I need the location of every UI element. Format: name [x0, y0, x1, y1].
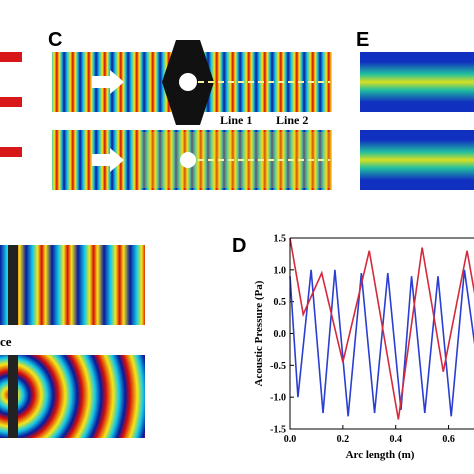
y-tick-label: -1.5: [270, 425, 286, 436]
marker: [0, 147, 22, 157]
y-tick-label: 0.5: [274, 297, 287, 308]
arrow: [92, 70, 124, 94]
x-tick-label: 0.2: [337, 434, 350, 445]
chart: 1.51.00.50.0-0.5-1.0-1.50.0 0.2 0.4 0.6Arc …: [253, 234, 474, 461]
field-image: [0, 245, 145, 325]
axes-frame: [289, 238, 474, 430]
y-tick-label: 0.0: [274, 329, 287, 340]
marker: [0, 97, 22, 107]
x-tick-label: 0.6: [442, 434, 455, 445]
x-tick-label: 0.0: [284, 434, 297, 445]
field-image: [0, 355, 145, 438]
field-band: [360, 62, 474, 102]
arrow: [92, 148, 124, 172]
series-line: [289, 237, 474, 420]
annotation: Line 2: [276, 113, 308, 127]
y-axis-label: Acoustic Pressure (Pa): [253, 280, 265, 386]
panel-label: C: [48, 29, 62, 51]
hole: [179, 73, 197, 91]
series-line: [289, 269, 474, 417]
panel-label: D: [232, 235, 246, 257]
marker: [0, 52, 22, 62]
annotation: ce: [0, 334, 12, 349]
barrier: [8, 355, 18, 438]
barrier: [8, 245, 18, 325]
y-tick-label: -0.5: [270, 361, 286, 372]
x-axis-label: Arc length (m): [346, 449, 415, 461]
panel-label: E: [356, 29, 369, 51]
y-tick-label: -1.0: [270, 393, 286, 404]
field-band: [360, 140, 474, 180]
x-tick-label: 0.4: [389, 434, 402, 445]
hole: [180, 152, 196, 168]
annotation: Line 1: [220, 113, 252, 127]
y-tick-label: 1.0: [274, 265, 287, 276]
y-tick-label: 1.5: [274, 234, 287, 245]
